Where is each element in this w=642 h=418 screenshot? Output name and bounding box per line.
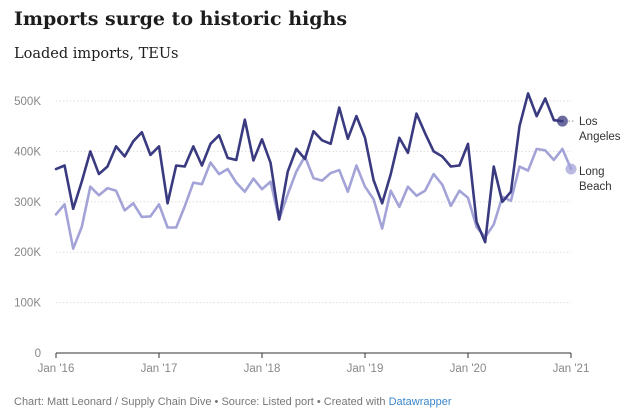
y-tick-label: 0 [35,348,41,360]
y-tick-label: 100K [14,298,41,310]
x-tick-label: Jan '21 [553,363,590,375]
series-label-long-beach: Long [579,166,605,178]
y-axis-labels: 0 100K 200K 300K 400K 500K [14,96,41,360]
chart-title: Imports surge to historic highs [14,8,348,30]
y-tick-label: 200K [14,247,41,259]
series-label-los-angeles: Angeles [579,131,621,143]
chart-subtitle: Loaded imports, TEUs [14,46,179,62]
y-tick-label: 500K [14,96,41,108]
x-axis: Jan '16 Jan '17 Jan '18 Jan '19 Jan '20 Jan '… [38,352,590,375]
series-end-markers [556,115,577,175]
end-marker [556,115,568,127]
y-tick-label: 400K [14,146,41,158]
series-line-long-beach [54,147,573,250]
chart-footer: Chart: Matt Leonard / Supply Chain Dive … [14,396,452,408]
x-tick-label: Jan '19 [347,363,384,375]
footer-credit: Chart: Matt Leonard / Supply Chain Dive … [14,396,389,408]
x-tick-label: Jan '20 [450,363,487,375]
series-line-los-angeles [54,92,564,244]
series-label-long-beach: Beach [579,181,612,193]
datawrapper-link[interactable]: Datawrapper [388,396,452,408]
x-tick-label: Jan '16 [38,363,75,375]
x-tick-label: Jan '17 [141,363,178,375]
y-tick-label: 300K [14,197,41,209]
x-tick-label: Jan '18 [244,363,281,375]
series-label-los-angeles: Los [579,116,598,128]
series-lines [54,92,573,250]
series-labels: Los Angeles Long Beach [568,116,621,193]
end-marker [565,163,577,175]
